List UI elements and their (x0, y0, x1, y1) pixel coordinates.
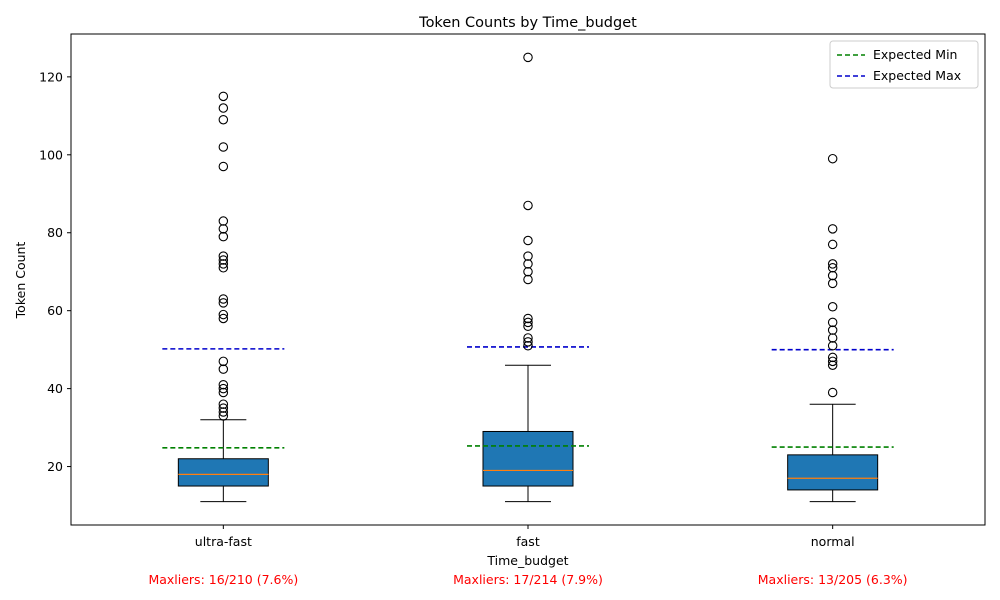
y-axis-label: Token Count (13, 242, 28, 320)
outlier-point (218, 387, 229, 398)
outlier-point (523, 52, 533, 63)
outlier-point (218, 403, 229, 413)
outlier-point (218, 231, 229, 242)
outlier-point (523, 235, 533, 246)
x-axis-label: Time_budget (486, 553, 568, 568)
outlier-point (827, 239, 838, 250)
maxliers-annotation: Maxliers: 13/205 (6.3%) (758, 572, 908, 587)
x-tick-label: normal (811, 534, 855, 549)
y-tick-label: 80 (47, 225, 63, 240)
outlier-point (218, 255, 229, 265)
maxliers-annotation: Maxliers: 17/214 (7.9%) (453, 572, 603, 587)
outlier-point (827, 224, 838, 234)
outlier-point (827, 259, 838, 269)
x-tick-label: ultra-fast (195, 534, 252, 549)
outlier-point (218, 142, 229, 152)
y-tick-label: 20 (47, 459, 63, 474)
outlier-point (827, 360, 838, 370)
outlier-point (218, 91, 229, 102)
outlier-point (827, 302, 838, 312)
outlier-point (827, 263, 838, 273)
outlier-point (218, 294, 229, 304)
outlier-point (218, 411, 229, 421)
outlier-point (218, 379, 229, 390)
maxliers-annotation: Maxliers: 16/210 (7.6%) (148, 572, 298, 587)
x-tick-label: fast (516, 534, 540, 549)
legend-label-expected-min: Expected Min (873, 47, 957, 62)
outlier-point (523, 317, 533, 328)
outlier-point (218, 356, 229, 367)
y-axis: 20 40 60 80 100 120 (39, 69, 71, 474)
y-tick-label: 40 (47, 381, 63, 396)
outlier-point (523, 259, 533, 269)
outlier-point (827, 153, 838, 164)
legend-label-expected-max: Expected Max (873, 68, 961, 83)
outlier-point (827, 278, 838, 289)
outlier-point (218, 224, 229, 234)
outlier-point (218, 313, 229, 324)
x-axis: ultra-fast fast normal (195, 525, 855, 549)
outlier-point (218, 383, 229, 394)
box-iqr (177, 458, 269, 487)
outlier-point (218, 364, 229, 374)
outlier-point (218, 103, 229, 113)
outlier-point (218, 407, 229, 417)
outlier-point (523, 337, 533, 347)
outlier-point (218, 259, 229, 269)
outlier-point (827, 270, 838, 281)
outlier-point (218, 251, 229, 261)
outlier-point (827, 317, 838, 328)
outlier-point (523, 321, 533, 332)
outlier-point (827, 356, 838, 367)
outlier-point (523, 340, 533, 351)
outlier-point (827, 325, 838, 335)
outlier-point (218, 309, 229, 320)
outlier-point (218, 298, 229, 308)
legend-frame (829, 40, 979, 89)
outlier-point (523, 200, 533, 211)
chart-title: Token Counts by Time_budget (418, 15, 637, 31)
outlier-point (218, 114, 229, 125)
outlier-point (523, 274, 533, 285)
annotations-layer: Maxliers: 16/210 (7.6%) Maxliers: 17/214 … (148, 572, 907, 587)
box-group-normal (771, 153, 894, 503)
legend: Expected Min Expected Max (829, 40, 979, 89)
outlier-point (218, 399, 229, 409)
y-tick-label: 100 (39, 147, 63, 162)
outlier-point (523, 251, 533, 261)
box-iqr (787, 454, 879, 491)
y-tick-label: 120 (39, 69, 63, 84)
outlier-point (827, 340, 838, 351)
box-group-fast (467, 52, 589, 503)
box-group-ultra-fast (162, 91, 285, 503)
outlier-point (827, 387, 838, 398)
boxes-layer (162, 52, 894, 503)
outlier-point (827, 352, 838, 363)
y-tick-label: 60 (47, 303, 63, 318)
box-iqr (482, 430, 574, 487)
outlier-point (218, 161, 229, 172)
outlier-point (523, 266, 533, 277)
outlier-point (827, 333, 838, 343)
outlier-point (523, 313, 533, 324)
outlier-point (218, 263, 229, 273)
outlier-point (523, 333, 533, 343)
outlier-point (218, 216, 229, 226)
